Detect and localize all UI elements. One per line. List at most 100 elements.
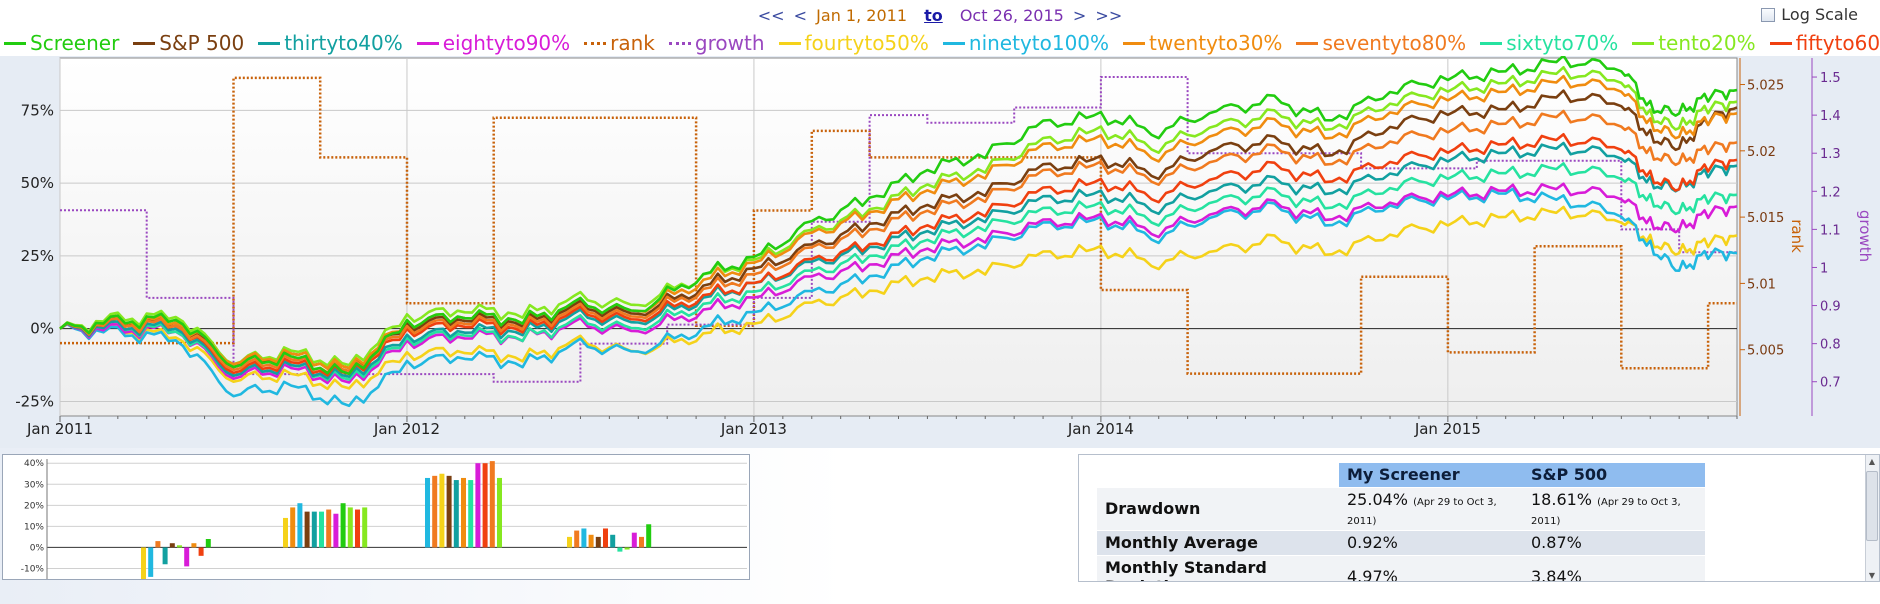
mini-bar xyxy=(588,534,594,548)
mini-y-tick-label: -10% xyxy=(21,564,45,574)
series-line-growth xyxy=(60,76,1737,383)
stats-row: Monthly Standard Deviation 4.97% 3.84% xyxy=(1097,554,1705,582)
series-line xyxy=(59,56,1738,376)
legend-item[interactable]: fiftyto60% xyxy=(1769,31,1880,55)
mini-bar xyxy=(362,507,368,548)
stats-value-date-range: (Apr 29 to Oct 3, 2011) xyxy=(1347,496,1497,527)
mini-bar xyxy=(489,461,495,548)
legend-item[interactable]: rank xyxy=(584,31,655,55)
stats-row: Monthly Average 0.92% 0.87% xyxy=(1097,529,1705,555)
mini-bar xyxy=(603,528,608,548)
mini-bar xyxy=(446,475,452,548)
jump-back-button[interactable]: << xyxy=(757,6,785,25)
mini-bar xyxy=(567,536,572,548)
mini-bar xyxy=(631,532,637,548)
scroll-down-icon[interactable]: ▼ xyxy=(1868,571,1876,580)
mini-bar xyxy=(347,507,353,548)
mini-bar xyxy=(355,509,360,548)
legend-label: tento20% xyxy=(1658,31,1756,55)
legend-swatch xyxy=(1123,41,1146,45)
growth-tick-label: 0.8 xyxy=(1820,338,1841,353)
mini-y-tick-label: 0% xyxy=(30,543,45,553)
mini-y-tick-label: 40% xyxy=(24,459,44,469)
mini-bar xyxy=(297,503,303,548)
scroll-thumb[interactable] xyxy=(1866,471,1878,541)
series-line xyxy=(59,205,1738,391)
mini-bar xyxy=(333,513,339,548)
legend-item[interactable]: tento20% xyxy=(1632,31,1756,55)
stats-value: 0.92% xyxy=(1347,533,1398,552)
mini-bar xyxy=(595,536,601,548)
x-tick-label: Jan 2015 xyxy=(1414,420,1481,438)
legend-swatch xyxy=(133,41,156,45)
mini-bar xyxy=(340,503,346,548)
legend-item[interactable]: seventyto80% xyxy=(1296,31,1466,55)
stats-value-cell: 18.61% (Apr 29 to Oct 3, 2011) xyxy=(1523,486,1705,530)
legend-swatch xyxy=(778,41,801,45)
legend-item[interactable]: sixtyto70% xyxy=(1480,31,1618,55)
legend-swatch xyxy=(1769,41,1792,45)
y-tick-label: 75% xyxy=(21,101,54,119)
legend-label: ninetyto100% xyxy=(968,31,1110,55)
statistics-panel: My Screener S&P 500 Drawdown 25.04% (Apr … xyxy=(1078,454,1880,582)
stats-value: 0.87% xyxy=(1531,533,1582,552)
x-tick-label: Jan 2012 xyxy=(373,420,440,438)
end-date[interactable]: Oct 26, 2015 xyxy=(959,6,1064,25)
series-line xyxy=(59,182,1738,385)
stats-header-blank xyxy=(1097,463,1339,487)
step-back-button[interactable]: < xyxy=(793,6,808,25)
date-range-navigator: << < Jan 1, 2011 to Oct 26, 2015 > >> xyxy=(0,6,1880,25)
legend-item[interactable]: thirtyto40% xyxy=(258,31,403,55)
scroll-up-icon[interactable]: ▲ xyxy=(1868,457,1876,466)
legend-item[interactable]: Screener xyxy=(4,31,119,55)
log-scale-label: Log Scale xyxy=(1781,5,1858,24)
mini-bar xyxy=(646,524,652,548)
legend-swatch xyxy=(942,41,965,45)
legend-item[interactable]: ninetyto100% xyxy=(942,31,1110,55)
mini-bar xyxy=(482,463,488,548)
mini-bar xyxy=(468,480,474,548)
stats-value: 4.97% xyxy=(1347,567,1398,582)
mini-y-tick-label: 20% xyxy=(24,501,44,511)
x-tick-label: Jan 2011 xyxy=(26,420,93,438)
start-date[interactable]: Jan 1, 2011 xyxy=(816,6,907,25)
series-line xyxy=(59,187,1738,408)
legend-item[interactable]: fourtyto50% xyxy=(778,31,929,55)
stats-scrollbar[interactable]: ▲ ▼ xyxy=(1865,455,1879,581)
legend-item[interactable]: twentyto30% xyxy=(1123,31,1282,55)
legend-label: rank xyxy=(610,31,655,55)
rank-tick-label: 5.005 xyxy=(1747,344,1784,359)
legend-label: Screener xyxy=(30,31,120,55)
legend-item[interactable]: growth xyxy=(668,31,765,55)
mini-bar xyxy=(141,547,146,579)
series-line xyxy=(59,141,1738,380)
mini-bar xyxy=(198,547,204,556)
legend-label: growth xyxy=(694,31,765,55)
stats-value-cell: 4.97% xyxy=(1339,554,1523,582)
mini-bar xyxy=(319,511,324,548)
mini-bar xyxy=(311,511,317,548)
growth-tick-label: 0.7 xyxy=(1820,376,1841,391)
legend-label: thirtyto40% xyxy=(284,31,403,55)
mini-y-tick-label: 10% xyxy=(24,522,44,532)
legend-item[interactable]: S&P 500 xyxy=(133,31,244,55)
to-link[interactable]: to xyxy=(924,6,943,25)
mini-bar xyxy=(610,534,616,548)
mini-bar xyxy=(191,543,197,548)
mini-bar xyxy=(425,477,430,548)
legend-label: S&P 500 xyxy=(159,31,245,55)
step-forward-button[interactable]: > xyxy=(1072,6,1087,25)
growth-axis-title: growth xyxy=(1856,210,1874,262)
rank-tick-label: 5.02 xyxy=(1747,145,1776,160)
mini-bar xyxy=(148,547,154,577)
mini-bar xyxy=(205,539,211,548)
legend-label: eightyto90% xyxy=(442,31,571,55)
log-scale-checkbox[interactable] xyxy=(1761,7,1776,22)
mini-bar xyxy=(453,480,459,548)
log-scale-toggle[interactable]: Log Scale xyxy=(1761,5,1858,24)
legend-item[interactable]: eightyto90% xyxy=(416,31,571,55)
stats-value-date-range: (Apr 29 to Oct 3, 2011) xyxy=(1531,496,1681,527)
legend-swatch xyxy=(416,41,439,45)
mini-bar xyxy=(283,517,288,548)
jump-forward-button[interactable]: >> xyxy=(1095,6,1123,25)
